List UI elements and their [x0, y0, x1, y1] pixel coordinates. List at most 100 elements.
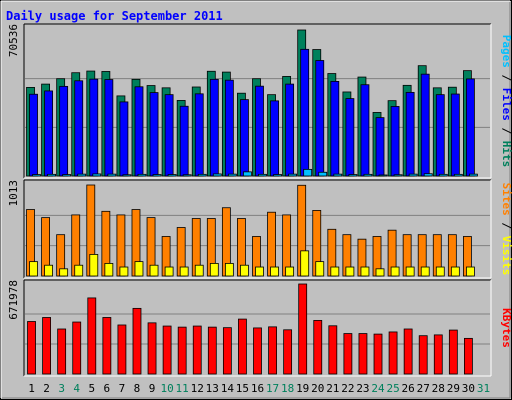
- bar-visits-day-4: [74, 264, 84, 277]
- panel-visits: 1013 Sites / Visits: [7, 179, 512, 279]
- bar-pages-day-25: [393, 174, 403, 177]
- x-tick-label-day-16: 16: [251, 382, 264, 395]
- bar-kbytes-day-4: [72, 321, 82, 375]
- x-tick-label-day-7: 7: [119, 382, 126, 395]
- series-pages: [32, 168, 478, 177]
- bar-files-day-29: [450, 93, 460, 177]
- bar-pages-day-26: [408, 173, 418, 177]
- x-tick-label-day-2: 2: [43, 382, 50, 395]
- bar-files-day-18: [285, 83, 295, 177]
- bar-visits-day-27: [420, 266, 430, 277]
- bar-files-day-30: [466, 78, 475, 177]
- bar-visits-day-15: [240, 264, 249, 277]
- bar-kbytes-day-9: [147, 322, 157, 375]
- x-tick-label-day-11: 11: [176, 382, 189, 395]
- bar-files-day-17: [270, 100, 279, 177]
- x-tick-label-day-8: 8: [134, 382, 141, 395]
- bar-visits-day-11: [179, 266, 189, 277]
- bar-kbytes-day-16: [253, 327, 262, 375]
- bar-kbytes-day-28: [433, 334, 443, 375]
- bar-visits-day-18: [285, 266, 295, 277]
- bar-visits-day-7: [119, 266, 129, 277]
- bar-visits-day-13: [209, 263, 219, 277]
- panels-layer: 70536 Pages / Files / Hits 1013 Sites / Vis…: [7, 23, 512, 377]
- bar-visits-day-9: [149, 264, 159, 277]
- x-tick-label-day-10: 10: [160, 382, 173, 395]
- bar-files-day-16: [255, 85, 264, 177]
- bar-kbytes-day-15: [238, 318, 247, 375]
- bar-kbytes-day-10: [162, 325, 172, 375]
- bar-pages-day-12: [197, 173, 207, 177]
- bar-kbytes-day-18: [283, 329, 293, 375]
- bar-pages-day-18: [288, 173, 298, 177]
- series-files: [29, 48, 475, 177]
- bar-visits-day-28: [435, 266, 445, 277]
- x-tick-label-day-20: 20: [311, 382, 324, 395]
- bar-pages-day-23: [363, 173, 373, 177]
- legend-item-: /: [500, 68, 512, 88]
- bar-visits-day-10: [164, 266, 174, 277]
- bar-files-day-20: [315, 60, 325, 177]
- legend-item-hits: Hits: [500, 141, 512, 168]
- bar-pages-day-30: [469, 173, 478, 177]
- bar-pages-day-1: [32, 174, 41, 177]
- x-tick-label-day-3: 3: [58, 382, 65, 395]
- bar-pages-day-3: [62, 174, 72, 177]
- bar-visits-day-22: [345, 266, 355, 277]
- bar-files-day-9: [149, 92, 159, 177]
- bar-pages-day-27: [423, 173, 433, 177]
- bar-kbytes-day-6: [102, 317, 112, 375]
- bar-kbytes-day-3: [57, 328, 67, 375]
- x-tick-label-day-6: 6: [104, 382, 111, 395]
- bar-kbytes-day-5: [87, 297, 97, 375]
- series-visits: [29, 250, 475, 277]
- bar-visits-day-26: [405, 266, 415, 277]
- bar-kbytes-day-11: [177, 326, 187, 375]
- bar-visits-day-16: [255, 266, 264, 277]
- bar-visits-day-30: [466, 266, 475, 277]
- bar-visits-day-21: [330, 266, 340, 277]
- x-tick-label-day-24: 24: [371, 382, 385, 395]
- x-tick-label-day-19: 19: [296, 382, 309, 395]
- x-tick-label-day-22: 22: [341, 382, 354, 395]
- bar-files-day-15: [240, 99, 249, 177]
- bar-pages-day-19: [303, 168, 313, 177]
- chart-title: Daily usage for September 2011: [6, 9, 223, 23]
- panel-hits-legend: Pages / Files / Hits: [500, 35, 512, 168]
- x-tick-label-day-14: 14: [221, 382, 235, 395]
- x-tick-label-day-29: 29: [447, 382, 460, 395]
- bar-files-day-10: [164, 94, 174, 177]
- x-tick-label-day-25: 25: [386, 382, 399, 395]
- bar-kbytes-day-1: [27, 321, 36, 375]
- bar-visits-day-20: [315, 261, 325, 277]
- bar-kbytes-day-19: [298, 283, 308, 375]
- bar-kbytes-day-25: [388, 331, 398, 375]
- bar-kbytes-day-7: [117, 324, 127, 375]
- bar-files-day-24: [375, 117, 385, 177]
- x-tick-label-day-9: 9: [149, 382, 156, 395]
- x-tick-label-day-23: 23: [356, 382, 369, 395]
- bar-kbytes-day-20: [313, 320, 323, 375]
- x-tick-label-day-28: 28: [432, 382, 445, 395]
- bar-files-day-14: [224, 79, 234, 177]
- x-tick-label-day-5: 5: [88, 382, 95, 395]
- x-tick-label-day-26: 26: [402, 382, 415, 395]
- bar-files-day-11: [179, 105, 189, 177]
- bar-visits-day-19: [300, 250, 310, 277]
- bar-pages-day-16: [258, 173, 267, 177]
- x-tick-label-day-12: 12: [191, 382, 204, 395]
- bar-kbytes-day-23: [358, 333, 368, 375]
- bar-pages-day-7: [122, 174, 132, 177]
- bar-files-day-22: [345, 98, 355, 177]
- panel-visits-legend: Sites / Visits: [500, 183, 512, 276]
- bar-pages-day-21: [333, 173, 343, 177]
- bar-kbytes-day-17: [268, 326, 277, 375]
- x-tick-label-day-15: 15: [236, 382, 249, 395]
- bar-visits-day-25: [390, 266, 400, 277]
- bar-pages-day-10: [167, 174, 177, 177]
- bar-files-day-5: [89, 78, 99, 177]
- bar-kbytes-day-13: [207, 326, 217, 375]
- bar-kbytes-day-27: [418, 335, 428, 375]
- bar-pages-day-20: [318, 171, 328, 177]
